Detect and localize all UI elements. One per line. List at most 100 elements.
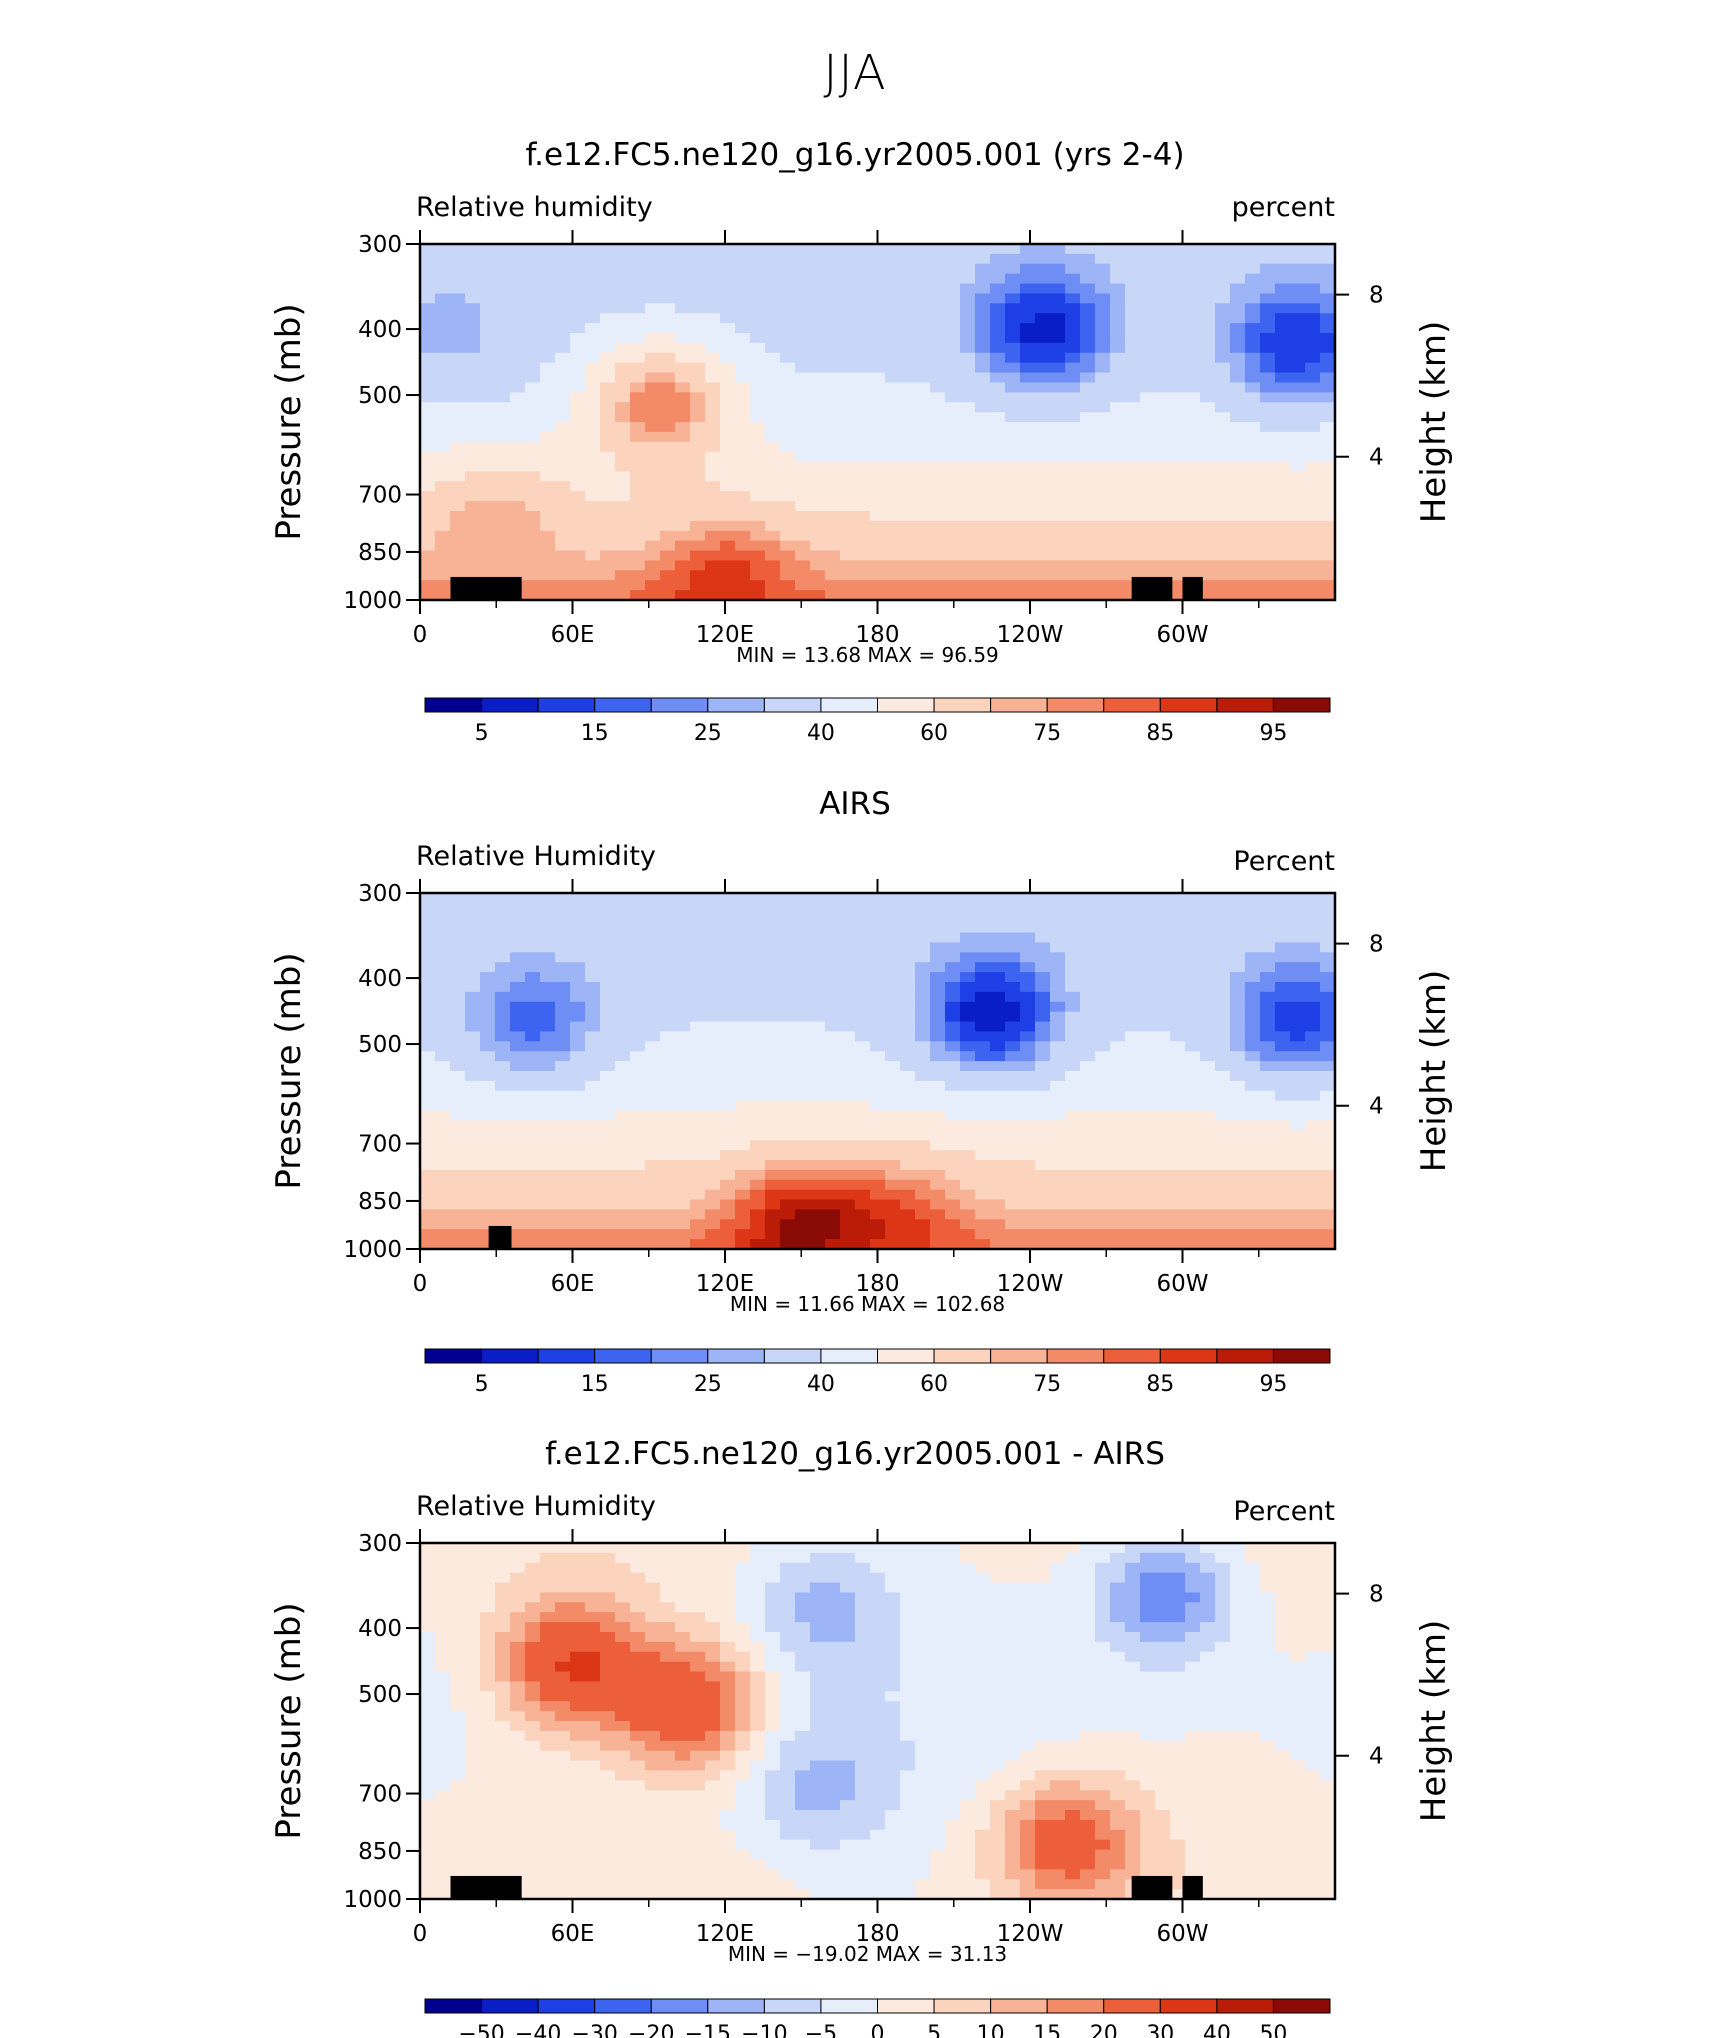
heatmap-cell <box>885 540 901 552</box>
heatmap-cell <box>1140 273 1156 285</box>
heatmap-cell <box>1140 550 1156 562</box>
heatmap-cell <box>810 590 826 601</box>
heatmap-cell <box>1050 1150 1066 1161</box>
heatmap-cell <box>615 283 631 295</box>
heatmap-cell <box>1110 912 1126 924</box>
heatmap-cell <box>1230 893 1246 904</box>
heatmap-cell <box>480 1199 496 1211</box>
heatmap-cell <box>510 932 526 944</box>
heatmap-cell <box>1305 303 1321 314</box>
heatmap-cell <box>960 1071 976 1082</box>
heatmap-cell <box>510 412 526 423</box>
heatmap-cell <box>1155 912 1171 924</box>
heatmap-cell <box>540 972 556 983</box>
heatmap-cell <box>630 333 646 344</box>
heatmap-cell <box>1065 313 1081 324</box>
heatmap-cell <box>705 570 721 581</box>
heatmap-cell <box>450 1780 466 1791</box>
heatmap-cell <box>660 333 676 344</box>
heatmap-cell <box>825 481 841 492</box>
heatmap-cell <box>555 323 571 334</box>
heatmap-cell <box>585 1602 601 1613</box>
heatmap-cell <box>690 1051 706 1062</box>
heatmap-cell <box>1155 1080 1171 1092</box>
heatmap-cell <box>615 1879 631 1890</box>
heatmap-cell <box>960 273 976 285</box>
heatmap-cell <box>585 1160 601 1171</box>
heatmap-cell <box>435 1859 451 1870</box>
heatmap-cell <box>555 1869 571 1880</box>
heatmap-cell <box>465 922 481 934</box>
heatmap-cell <box>480 560 496 571</box>
heatmap-cell <box>1095 283 1111 295</box>
heatmap-cell <box>705 540 721 552</box>
terrain-mask <box>488 1225 512 1249</box>
heatmap-cell <box>1020 1041 1036 1052</box>
heatmap-cell <box>1050 1071 1066 1082</box>
heatmap-cell <box>600 1189 616 1201</box>
colorbar-label: 25 <box>694 721 722 746</box>
colorbar-swatch <box>537 1348 596 1364</box>
heatmap-cell <box>915 244 931 255</box>
heatmap-cell <box>1185 952 1201 963</box>
heatmap-cell <box>870 1169 886 1181</box>
heatmap-cell <box>1155 1061 1171 1072</box>
heatmap-cell <box>1035 501 1051 512</box>
heatmap-cell <box>780 902 796 914</box>
heatmap-cell <box>585 352 601 364</box>
heatmap-cell <box>555 1800 571 1811</box>
heatmap-cell <box>585 461 601 473</box>
heatmap-cell <box>555 1721 571 1732</box>
heatmap-cell <box>870 1120 886 1131</box>
heatmap-cell <box>735 293 751 304</box>
heatmap-cell <box>855 382 871 393</box>
heatmap-cell <box>1275 1080 1291 1092</box>
heatmap-cell <box>780 1041 796 1052</box>
heatmap-cell <box>1230 481 1246 492</box>
heatmap-cell <box>1125 263 1141 275</box>
heatmap-cell <box>465 1721 481 1732</box>
heatmap-cell <box>855 942 871 953</box>
heatmap-cell <box>960 402 976 413</box>
heatmap-cell <box>705 952 721 963</box>
heatmap-cell <box>1275 313 1291 324</box>
heatmap-cell <box>525 1800 541 1811</box>
heatmap-cell <box>480 1760 496 1772</box>
heatmap-cell <box>555 461 571 473</box>
heatmap-cell <box>630 991 646 1003</box>
heatmap-cell <box>1320 491 1336 502</box>
heatmap-cell <box>1290 1090 1306 1102</box>
heatmap-cell <box>870 342 886 354</box>
heatmap-cell <box>555 540 571 552</box>
heatmap-cell <box>675 893 691 904</box>
heatmap-cell <box>1050 253 1066 265</box>
heatmap-cell <box>540 1889 556 1900</box>
heatmap-cell <box>645 1011 661 1023</box>
heatmap-cell <box>1245 1169 1261 1181</box>
heatmap-cell <box>465 972 481 983</box>
heatmap-cell <box>1020 912 1036 924</box>
heatmap-cell <box>525 1721 541 1732</box>
heatmap-cell <box>795 942 811 953</box>
heatmap-cell <box>1005 244 1021 255</box>
heatmap-cell <box>765 520 781 532</box>
heatmap-cell <box>435 1572 451 1584</box>
heatmap-cell <box>510 323 526 334</box>
heatmap-cell <box>585 1612 601 1623</box>
heatmap-cell <box>945 1209 961 1220</box>
heatmap-cell <box>1185 1061 1201 1072</box>
heatmap-cell <box>1155 520 1171 532</box>
heatmap-cell <box>495 1011 511 1023</box>
heatmap-cell <box>645 1229 661 1240</box>
heatmap-cell <box>495 491 511 502</box>
heatmap-cell <box>600 1651 616 1663</box>
heatmap-cell <box>1215 1080 1231 1092</box>
heatmap-cell <box>420 412 436 423</box>
heatmap-cell <box>465 402 481 413</box>
heatmap-cell <box>480 1730 496 1742</box>
heatmap-cell <box>480 1110 496 1122</box>
heatmap-cell <box>1125 1189 1141 1201</box>
heatmap-cell <box>1125 1001 1141 1013</box>
heatmap-cell <box>675 431 691 443</box>
heatmap-cell <box>690 461 706 473</box>
